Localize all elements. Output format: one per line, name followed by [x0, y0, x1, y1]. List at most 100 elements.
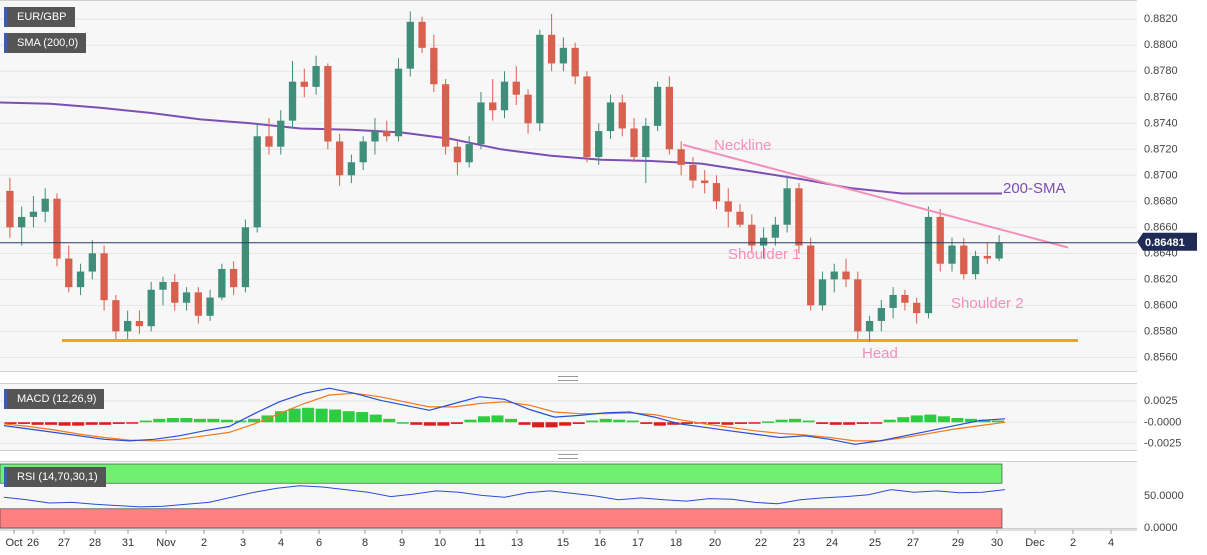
candle	[971, 250, 980, 280]
candle-body	[512, 81, 520, 95]
macd-histogram-bar	[505, 418, 518, 423]
macd-histogram-bar	[856, 422, 869, 424]
candle	[936, 209, 944, 272]
macd-histogram-bar	[423, 422, 436, 426]
macd-histogram-bar	[112, 422, 125, 424]
x-axis-tick: 18	[670, 537, 682, 549]
sma-indicator-tag[interactable]: SMA (200,0)	[4, 33, 87, 53]
candle	[112, 294, 120, 340]
candle	[277, 110, 285, 155]
candle	[877, 300, 885, 332]
candle-body	[960, 245, 968, 275]
candle-body	[18, 216, 26, 228]
candle	[371, 118, 379, 155]
candle	[536, 29, 544, 132]
candle-body	[171, 281, 179, 303]
candle	[571, 42, 579, 85]
x-axis-tick: 16	[594, 537, 606, 549]
macd-histogram-bar	[193, 418, 206, 423]
candle-body	[229, 268, 238, 288]
macd-histogram-bar	[545, 422, 558, 428]
panel-resize-handle-1[interactable]	[558, 376, 578, 381]
macd-axis-tick: 0.0025	[1144, 395, 1178, 407]
x-axis-tick: 29	[952, 537, 964, 549]
candle	[630, 118, 638, 163]
x-axis-tick: Nov	[156, 537, 176, 549]
candle-body	[41, 198, 49, 212]
candle-body	[265, 136, 273, 147]
candle-body	[642, 125, 650, 158]
candle-body	[430, 47, 438, 85]
candle-body	[347, 162, 356, 176]
candle	[653, 81, 662, 132]
price-axis-tick: 0.8800	[1144, 39, 1178, 51]
candle-body	[147, 289, 155, 327]
candle	[453, 141, 462, 176]
macd-histogram-bar	[356, 412, 369, 423]
candle	[88, 240, 96, 280]
macd-histogram-bar	[883, 419, 896, 423]
macd-histogram-bar	[369, 414, 382, 423]
candle-body	[724, 201, 732, 212]
candle	[854, 271, 862, 340]
rsi-svg	[0, 463, 1006, 529]
candle-body	[29, 211, 38, 217]
x-axis-tick: 3	[240, 537, 246, 549]
candle-body	[606, 102, 615, 132]
candle-body	[418, 21, 426, 48]
candle	[689, 157, 697, 189]
macd-histogram-bar	[964, 418, 977, 423]
x-axis-tick: 31	[122, 537, 134, 549]
candle-body	[759, 237, 768, 246]
candle-body	[88, 253, 96, 272]
price-axis-tick: 0.8700	[1144, 169, 1178, 181]
x-axis-tick: 23	[793, 537, 805, 549]
candle	[29, 196, 38, 228]
candle-body	[818, 279, 827, 306]
neckline-line	[682, 143, 1069, 249]
macd-svg	[0, 387, 1137, 445]
macd-histogram-bar	[829, 422, 842, 425]
macd-histogram-bar	[991, 420, 1004, 423]
macd-histogram-bar	[734, 422, 747, 424]
candle	[229, 261, 238, 295]
macd-histogram-bar	[18, 422, 31, 424]
candle-body	[807, 245, 815, 306]
candle-body	[783, 188, 791, 225]
rsi-panel[interactable]: RSI (14,70,30,1)	[0, 461, 1137, 529]
candle-body	[6, 190, 14, 228]
macd-histogram-bar	[99, 422, 112, 425]
candle	[724, 188, 732, 228]
candle-body	[748, 224, 756, 246]
candle	[359, 136, 367, 171]
macd-indicator-tag[interactable]: MACD (12,26,9)	[4, 389, 105, 409]
last-price-badge-bg	[1137, 232, 1197, 251]
candle	[6, 177, 14, 238]
macd-histogram-bar	[342, 411, 355, 423]
macd-histogram-bar	[288, 408, 301, 423]
candle-body	[112, 300, 120, 332]
candle-body	[253, 136, 261, 228]
panel-resize-handle-2[interactable]	[558, 454, 578, 459]
candle	[477, 92, 485, 150]
price-chart-panel[interactable]: Neckline 200-SMA Shoulder 1 Shoulder 2 Head …	[0, 0, 1137, 372]
price-axis-tick: 0.8640	[1144, 247, 1178, 259]
rsi-indicator-tag[interactable]: RSI (14,70,30,1)	[4, 467, 106, 487]
candle	[124, 310, 132, 340]
candle	[948, 237, 956, 272]
candle	[288, 60, 297, 129]
candle	[830, 263, 838, 293]
x-axis-tick: 27	[907, 537, 919, 549]
x-axis-tick: Oct	[5, 537, 22, 549]
macd-histogram-bar	[653, 422, 666, 426]
macd-panel[interactable]: MACD (12,26,9)	[0, 383, 1137, 451]
candle	[559, 37, 568, 72]
macd-histogram-bar	[572, 422, 585, 424]
x-axis-tick: 8	[362, 537, 368, 549]
candle	[547, 14, 556, 72]
symbol-tag[interactable]: EUR/GBP	[4, 7, 75, 27]
candle-body	[583, 76, 591, 158]
candle	[324, 63, 332, 150]
candle-body	[477, 102, 485, 145]
x-axis-tick: 6	[316, 537, 322, 549]
